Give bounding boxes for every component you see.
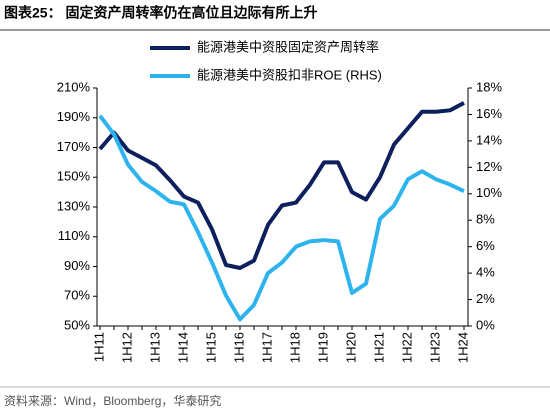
x-tick-label: 1H14 bbox=[175, 332, 190, 363]
legend-label: 能源港美中资股扣非ROE (RHS) bbox=[197, 67, 382, 82]
y2-tick-label: 14% bbox=[476, 132, 502, 147]
y2-tick-label: 10% bbox=[476, 185, 502, 200]
y2-tick-label: 6% bbox=[476, 238, 495, 253]
y-tick-label: 150% bbox=[57, 169, 91, 184]
x-tick-label: 1H18 bbox=[287, 332, 302, 363]
x-tick-label: 1H12 bbox=[119, 332, 134, 363]
chart-title: 图表25： 固定资产周转率仍在高位且边际有所上升 bbox=[4, 5, 317, 21]
y2-tick-label: 8% bbox=[476, 212, 495, 227]
x-tick-label: 1H23 bbox=[427, 332, 442, 363]
y2-tick-label: 12% bbox=[476, 159, 502, 174]
x-tick-label: 1H16 bbox=[231, 332, 246, 363]
x-tick-label: 1H20 bbox=[343, 332, 358, 363]
legend-label: 能源港美中资股固定资产周转率 bbox=[197, 39, 379, 54]
x-tick-label: 1H19 bbox=[315, 332, 330, 363]
y-tick-label: 210% bbox=[57, 79, 91, 94]
y-tick-label: 50% bbox=[64, 317, 90, 332]
x-tick-label: 1H24 bbox=[455, 332, 470, 363]
series-line bbox=[98, 114, 465, 322]
x-tick-label: 1H21 bbox=[371, 332, 386, 363]
y2-tick-label: 0% bbox=[476, 317, 495, 332]
y-tick-label: 90% bbox=[64, 258, 90, 273]
y-tick-label: 70% bbox=[64, 288, 90, 303]
x-tick-label: 1H22 bbox=[399, 332, 414, 363]
y-tick-label: 110% bbox=[58, 228, 91, 243]
x-tick-label: 1H11 bbox=[91, 332, 106, 362]
series-line bbox=[98, 101, 465, 270]
y2-tick-label: 18% bbox=[476, 79, 502, 94]
x-tick-label: 1H17 bbox=[259, 332, 274, 363]
y2-tick-label: 4% bbox=[476, 265, 495, 280]
y-tick-label: 170% bbox=[57, 139, 91, 154]
y2-tick-label: 16% bbox=[476, 106, 502, 121]
y-tick-label: 190% bbox=[57, 109, 91, 124]
x-tick-label: 1H13 bbox=[147, 332, 162, 363]
y-tick-label: 130% bbox=[57, 198, 91, 213]
source: 资料来源：Wind，Bloomberg，华泰研究 bbox=[4, 393, 221, 408]
y2-tick-label: 2% bbox=[476, 291, 495, 306]
x-tick-label: 1H15 bbox=[203, 332, 218, 363]
